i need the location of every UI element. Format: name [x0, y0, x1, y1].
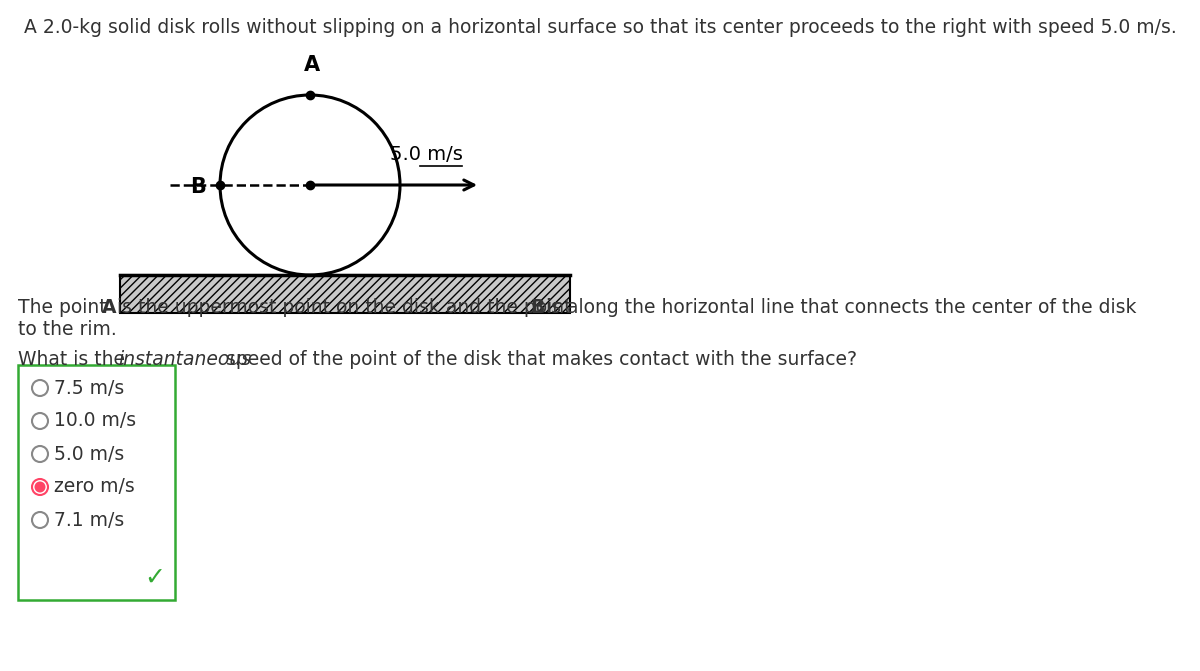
- Text: 7.5 m/s: 7.5 m/s: [54, 378, 125, 397]
- Bar: [18, 365, 175, 600]
- Text: zero m/s: zero m/s: [54, 478, 134, 497]
- Text: 5.0 m/s: 5.0 m/s: [54, 444, 125, 464]
- Text: speed of the point of the disk that makes contact with the surface?: speed of the point of the disk that make…: [221, 350, 857, 369]
- Circle shape: [35, 482, 46, 493]
- Text: A: A: [102, 298, 116, 317]
- Text: 10.0 m/s: 10.0 m/s: [54, 411, 136, 431]
- Text: A: A: [304, 55, 320, 75]
- Text: 7.1 m/s: 7.1 m/s: [54, 511, 125, 529]
- Text: The point: The point: [18, 298, 113, 317]
- Text: A 2.0-kg solid disk rolls without slipping on a horizontal surface so that its c: A 2.0-kg solid disk rolls without slippi…: [24, 18, 1176, 37]
- Text: is the uppermost point on the disk and the point: is the uppermost point on the disk and t…: [112, 298, 578, 317]
- Text: to the rim.: to the rim.: [18, 320, 116, 339]
- Text: ✓: ✓: [144, 566, 166, 590]
- Text: instantaneous: instantaneous: [119, 350, 252, 369]
- Text: What is the: What is the: [18, 350, 131, 369]
- Text: B: B: [530, 298, 545, 317]
- Bar: [120, 275, 570, 313]
- Text: is along the horizontal line that connects the center of the disk: is along the horizontal line that connec…: [540, 298, 1136, 317]
- Text: B: B: [190, 177, 206, 197]
- Text: 5.0 m/s: 5.0 m/s: [390, 146, 463, 164]
